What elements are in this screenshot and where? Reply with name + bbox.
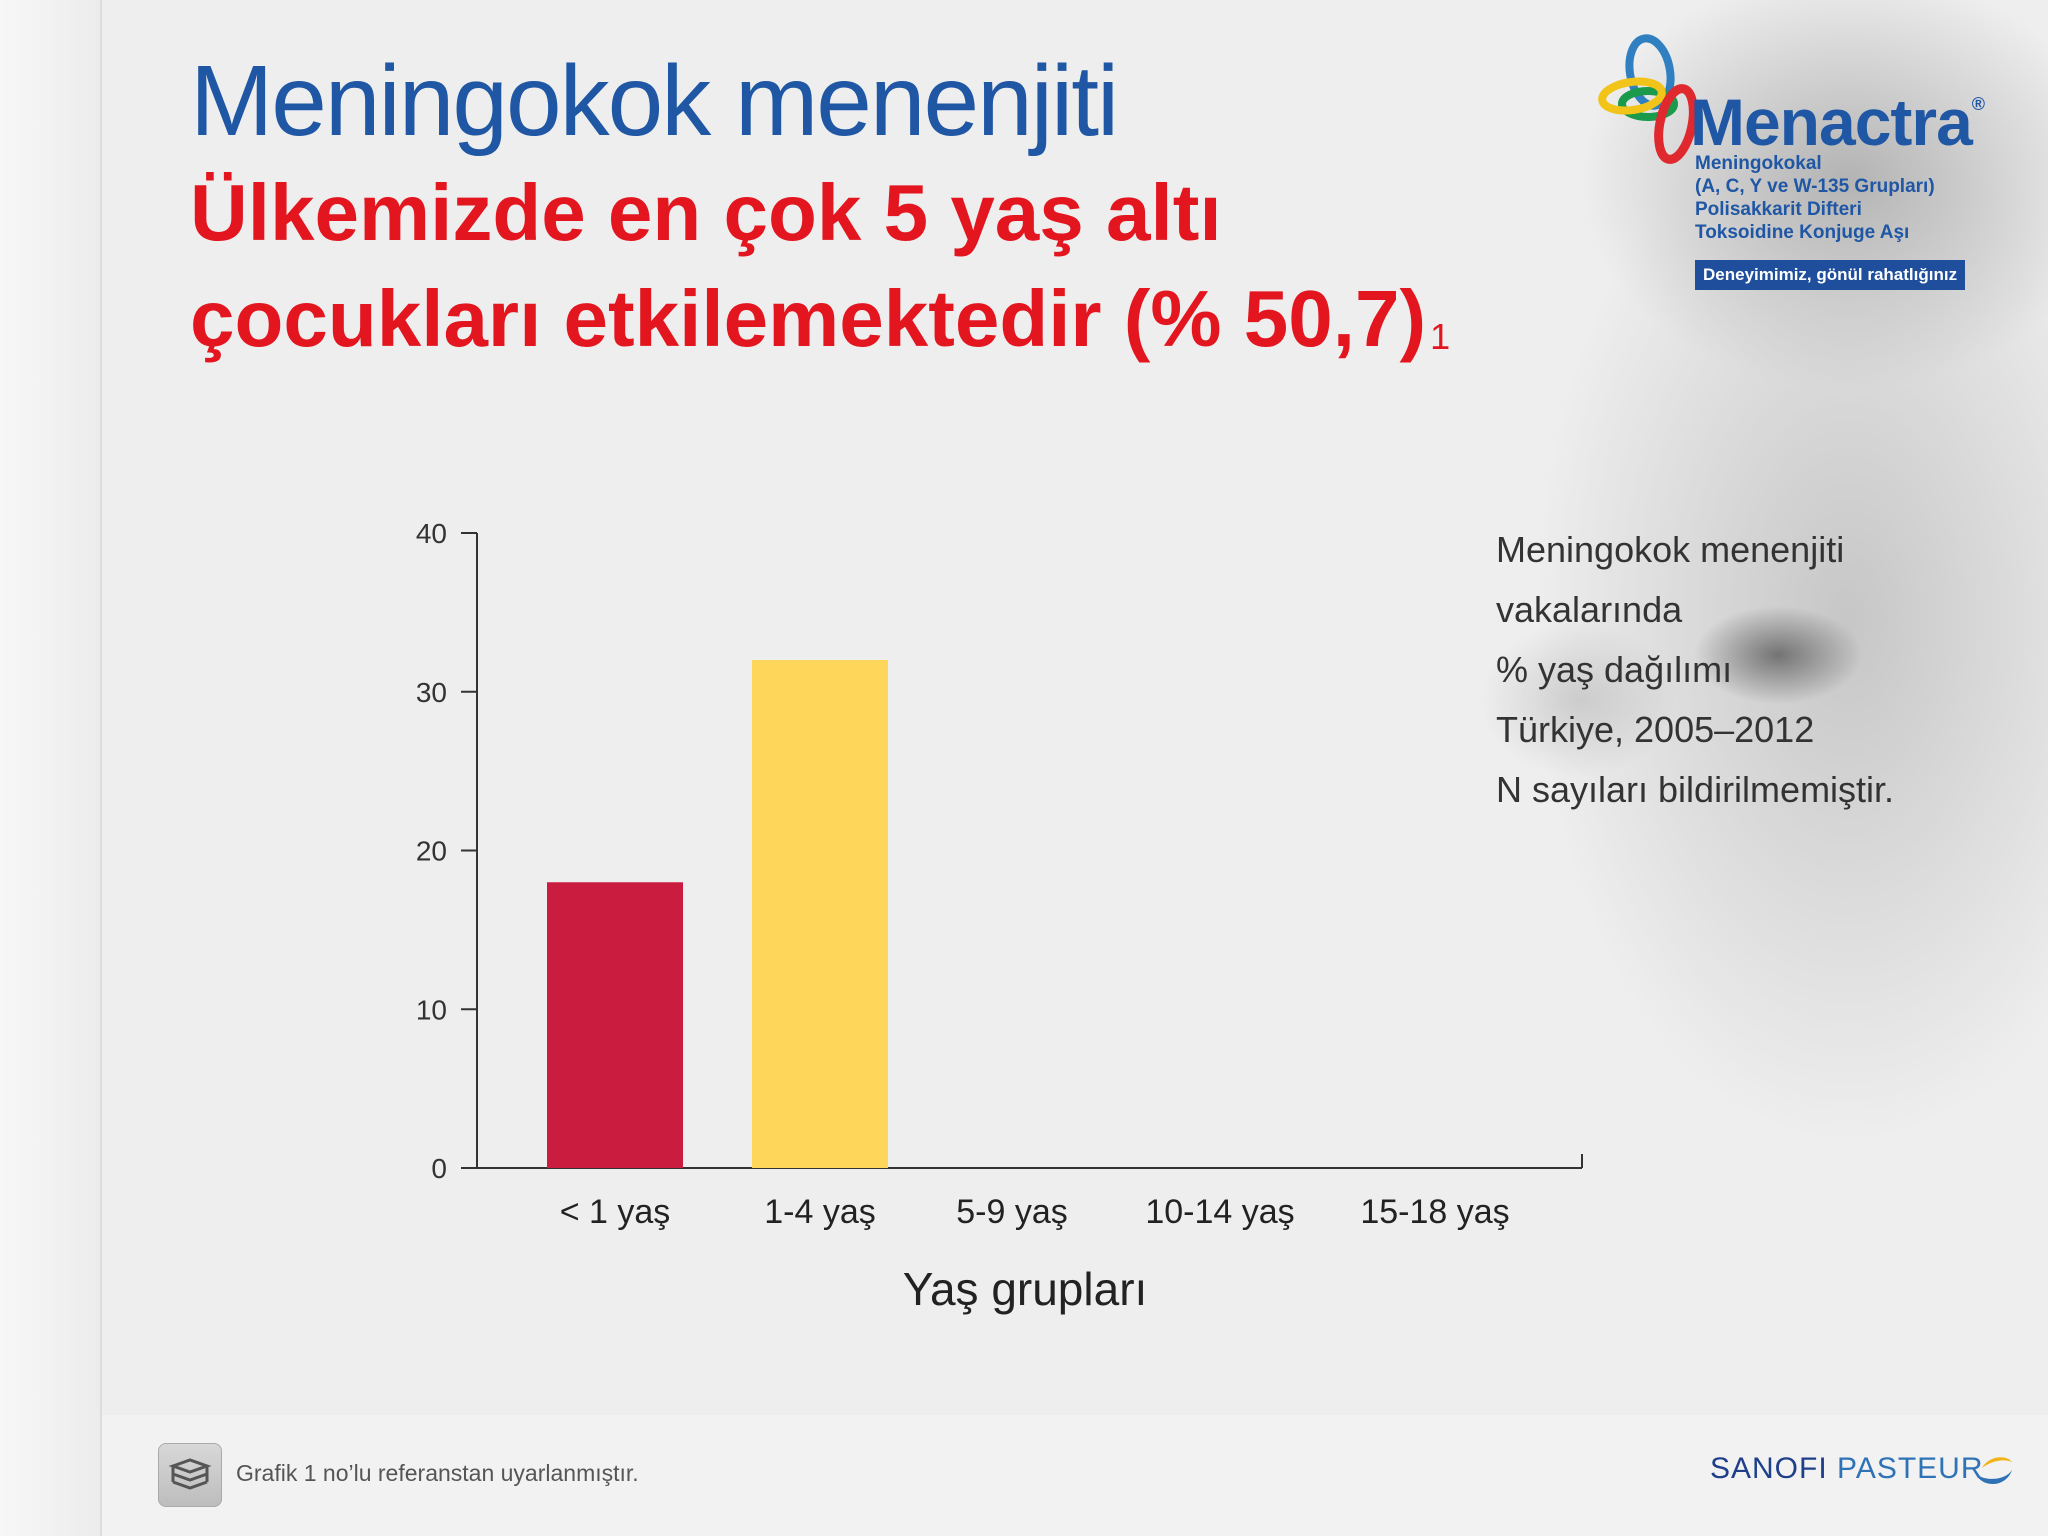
subtitle-reference: 1 — [1430, 316, 1451, 357]
annotation-line: % yaş dağılımı — [1496, 649, 1733, 690]
annotation-line: N sayıları bildirilmemiştir. — [1496, 769, 1895, 810]
bar — [752, 660, 888, 1168]
book-stack-glyph — [168, 1458, 212, 1490]
x-tick-label: 1-4 yaş — [764, 1193, 876, 1231]
sanofi-swirl-icon — [1976, 1457, 2012, 1485]
y-tick-label: 0 — [431, 1153, 447, 1184]
y-tick-label: 20 — [416, 836, 447, 867]
page-subtitle: Ülkemizde en çok 5 yaş altı çocukları et… — [190, 160, 1450, 372]
bar — [547, 882, 683, 1168]
y-tick-label: 40 — [416, 518, 447, 549]
book-stack-icon[interactable] — [158, 1443, 222, 1507]
annotation-line: vakalarında — [1496, 589, 1683, 630]
x-axis-label: Yaş grupları — [903, 1263, 1148, 1315]
y-tick-labels: 0 10 20 30 40 — [416, 518, 447, 1184]
ring-green — [1618, 87, 1678, 121]
ring-red — [1654, 84, 1698, 164]
x-tick-labels: < 1 yaş 1-4 yaş 5-9 yaş 10-14 yaş 15-18 yaş — [560, 1193, 1510, 1231]
brand-description-line: Polisakkarit Difteri — [1695, 199, 1862, 220]
annotation-line: Meningokok menenjiti — [1496, 529, 1845, 570]
footer-bar — [102, 1415, 2048, 1536]
chart-annotation: Meningokok menenjiti vakalarında % yaş d… — [1496, 520, 1894, 820]
y-tick-label: 30 — [416, 677, 447, 708]
x-tick-label: 5-9 yaş — [956, 1193, 1068, 1231]
brand-name: Menactra® — [1690, 84, 1985, 160]
brand-description: Meningokokal (A, C, Y ve W-135 Grupları)… — [1695, 152, 1995, 244]
brand-name-text: Menactra — [1690, 85, 1973, 159]
left-strip — [0, 0, 102, 1536]
rings-icon — [1598, 34, 1698, 164]
brand-tagline: Deneyimimiz, gönül rahatlığınız — [1695, 260, 1966, 290]
x-tick-label: 15-18 yaş — [1360, 1193, 1509, 1231]
brand-description-line: Meningokokal — [1695, 153, 1822, 174]
reference-note: Grafik 1 no’lu referanstan uyarlanmıştır… — [236, 1460, 639, 1486]
chart-bars — [547, 660, 888, 1168]
y-tick-label: 10 — [416, 994, 447, 1025]
company-name-part2: PASTEUR — [1837, 1452, 1984, 1485]
background-photo — [1428, 0, 2048, 1420]
subtitle-line-1: Ülkemizde en çok 5 yaş altı — [190, 168, 1222, 257]
page-title: Meningokok menenjiti — [190, 45, 1119, 157]
x-tick-label: 10-14 yaş — [1145, 1193, 1294, 1231]
ring-yellow — [1598, 77, 1666, 115]
subtitle-line-2: çocukları etkilemektedir (% 50,7) 1 — [190, 266, 1450, 372]
menactra-logo: Menactra® Meningokokal (A, C, Y ve W-135… — [1590, 24, 2020, 294]
brand-description-line: (A, C, Y ve W-135 Grupları) — [1695, 176, 1935, 197]
brand-description-line: Toksoidine Konjuge Aşı — [1695, 222, 1910, 243]
registered-mark: ® — [1971, 94, 1985, 114]
company-name-part1: SANOFI — [1710, 1452, 1828, 1485]
x-tick-label: < 1 yaş — [560, 1193, 671, 1231]
sanofi-pasteur-logo: SANOFI PASTEUR — [1710, 1452, 1984, 1486]
subtitle-line-2-text: çocukları etkilemektedir (% 50,7) — [190, 274, 1427, 363]
annotation-line: Türkiye, 2005–2012 — [1496, 709, 1815, 750]
